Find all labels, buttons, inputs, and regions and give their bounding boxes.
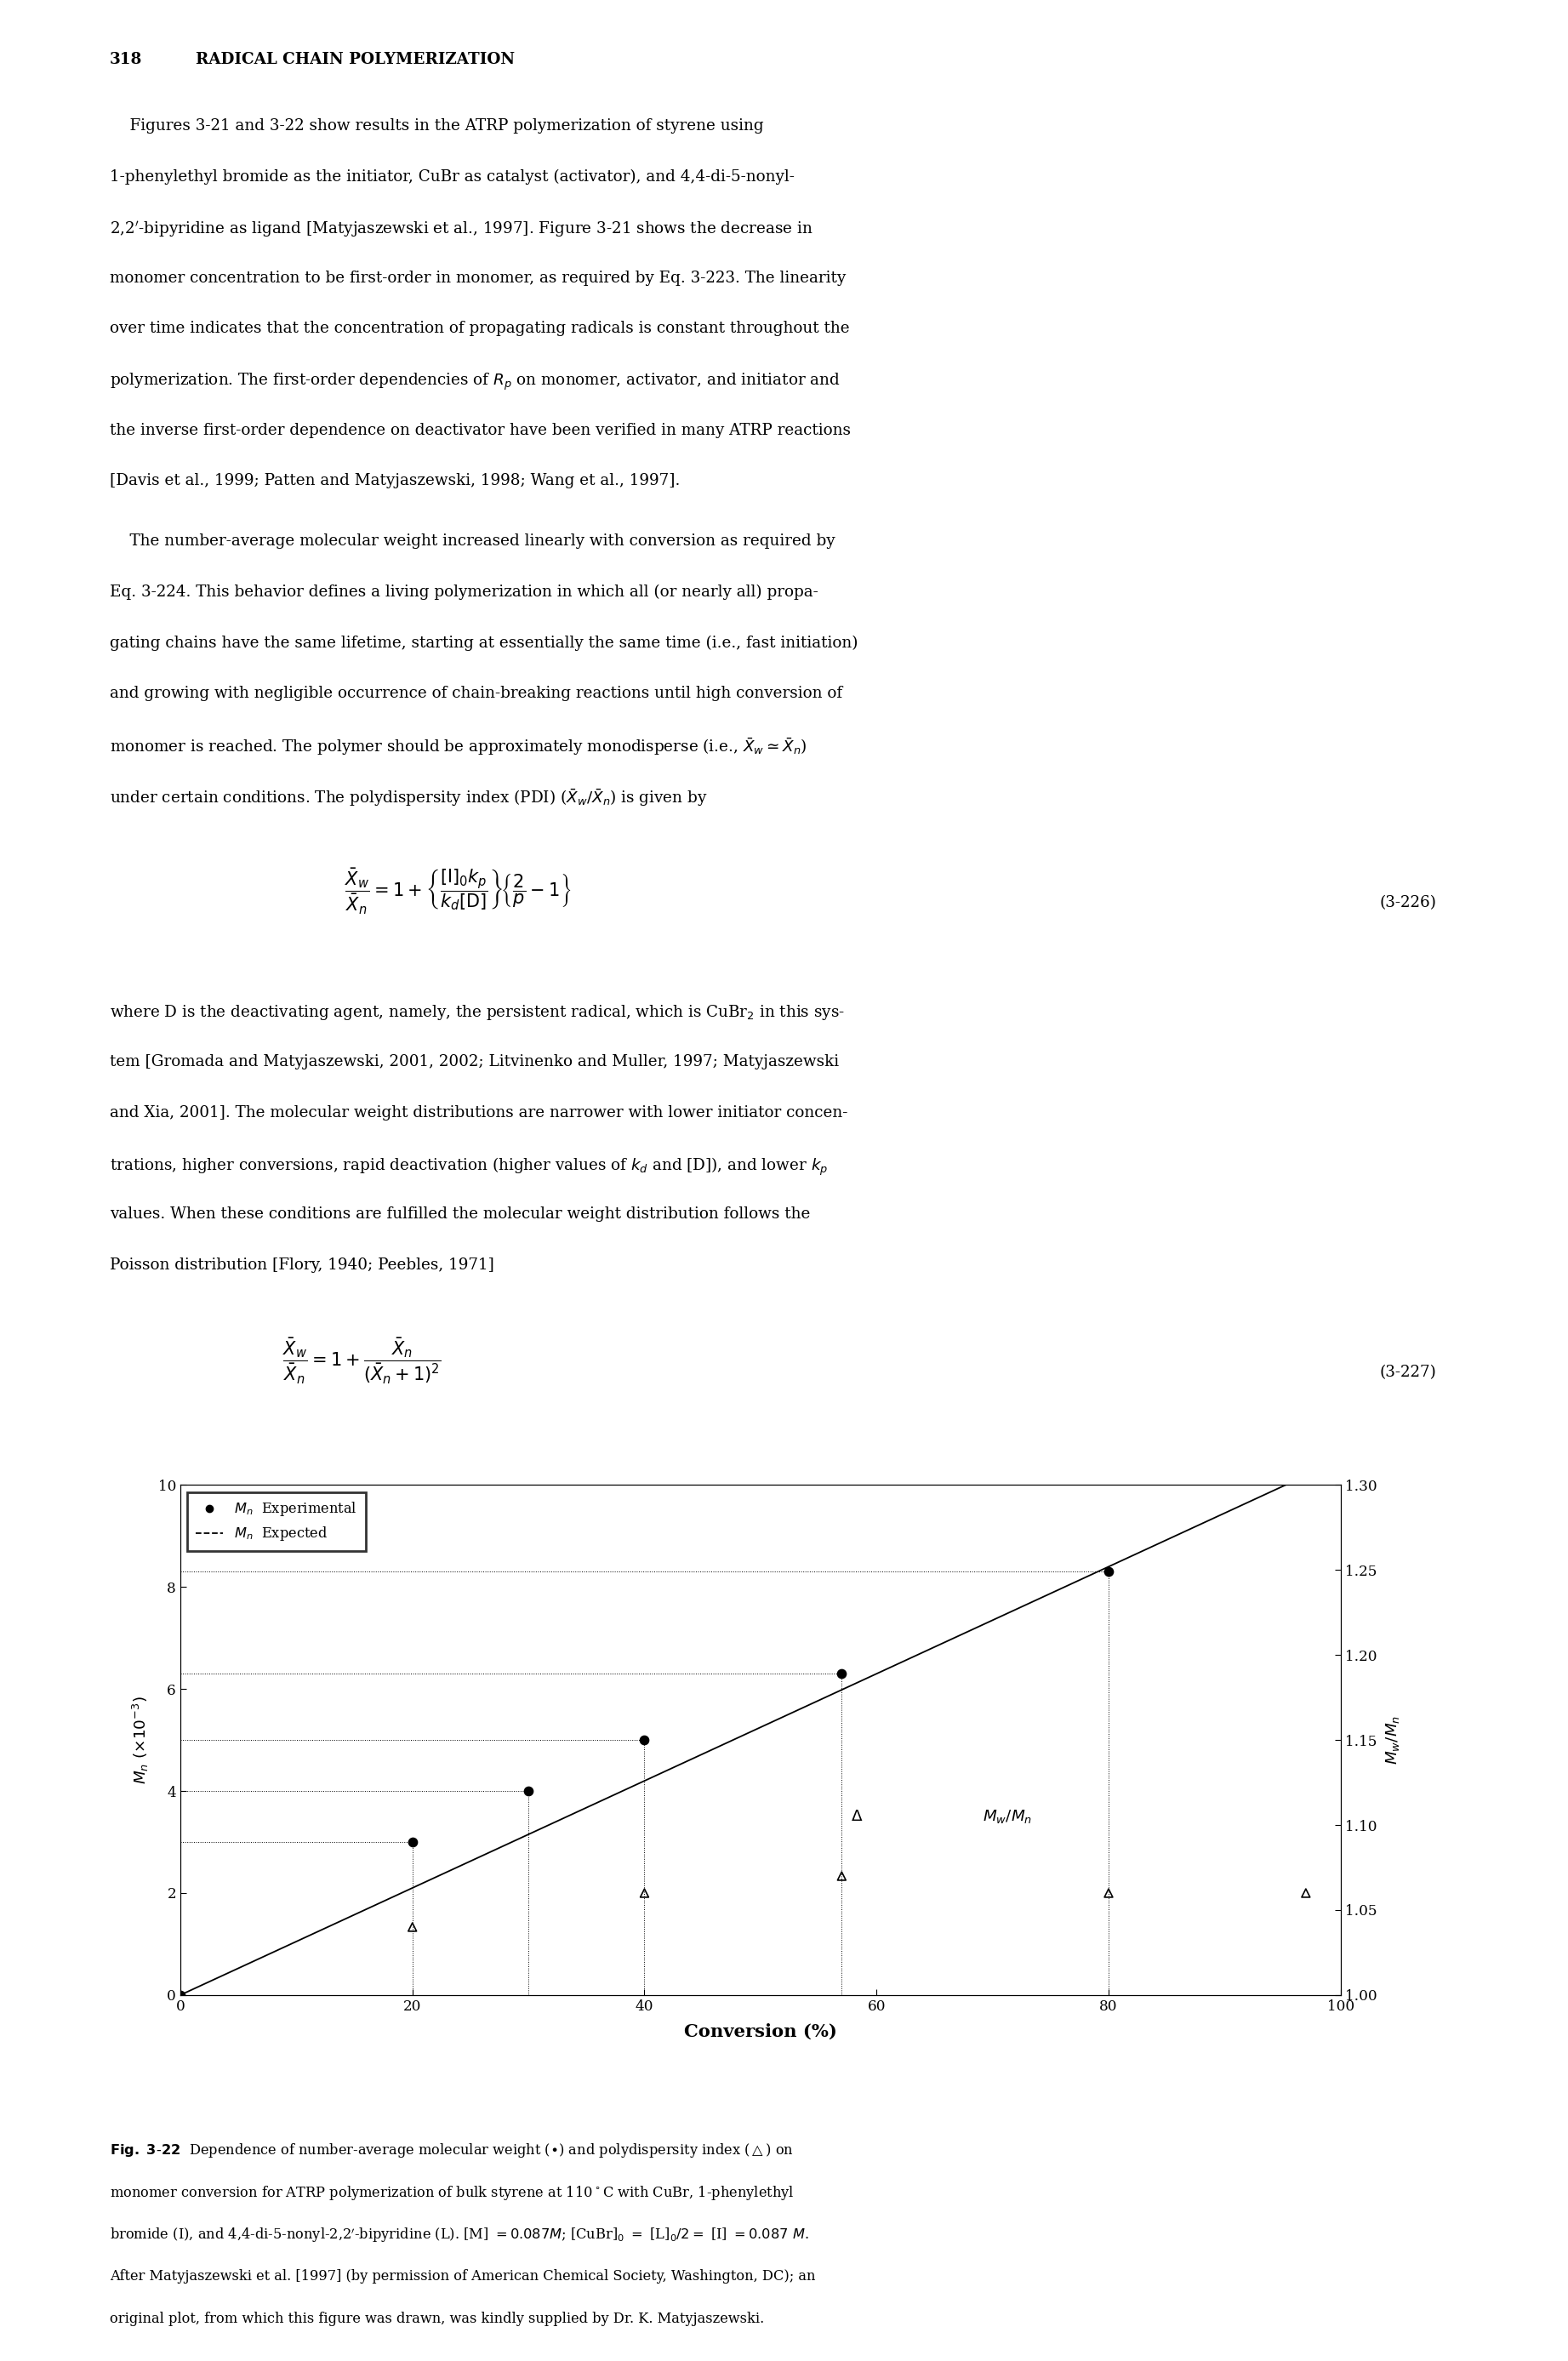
X-axis label: Conversion (%): Conversion (%) bbox=[684, 2023, 837, 2040]
Text: The number-average molecular weight increased linearly with conversion as requir: The number-average molecular weight incr… bbox=[110, 534, 836, 548]
Point bbox=[168, 1976, 193, 2014]
Text: trations, higher conversions, rapid deactivation (higher values of $k_d$ and [D]: trations, higher conversions, rapid deac… bbox=[110, 1155, 828, 1178]
Legend: $M_n$  Experimental, $M_n$  Expected: $M_n$ Experimental, $M_n$ Expected bbox=[187, 1492, 365, 1551]
Text: monomer conversion for ATRP polymerization of bulk styrene at 110$^\circ$C with : monomer conversion for ATRP polymerizati… bbox=[110, 2184, 795, 2203]
Text: 1-phenylethyl bromide as the initiator, CuBr as catalyst (activator), and 4,4-di: 1-phenylethyl bromide as the initiator, … bbox=[110, 170, 795, 184]
Point bbox=[829, 1858, 855, 1896]
Text: Poisson distribution [Flory, 1940; Peebles, 1971]: Poisson distribution [Flory, 1940; Peebl… bbox=[110, 1256, 494, 1273]
Text: and growing with negligible occurrence of chain-breaking reactions until high co: and growing with negligible occurrence o… bbox=[110, 685, 842, 701]
Text: Figures 3-21 and 3-22 show results in the ATRP polymerization of styrene using: Figures 3-21 and 3-22 show results in th… bbox=[110, 118, 764, 132]
Text: $\dfrac{\bar{X}_w}{\bar{X}_n} = 1 + \dfrac{\bar{X}_n}{(\bar{X}_n + 1)^2}$: $\dfrac{\bar{X}_w}{\bar{X}_n} = 1 + \dfr… bbox=[282, 1336, 441, 1386]
Text: [Davis et al., 1999; Patten and Matyjaszewski, 1998; Wang et al., 1997].: [Davis et al., 1999; Patten and Matyjasz… bbox=[110, 472, 681, 489]
Text: and Xia, 2001]. The molecular weight distributions are narrower with lower initi: and Xia, 2001]. The molecular weight dis… bbox=[110, 1105, 848, 1119]
Point bbox=[829, 1655, 855, 1693]
Text: polymerization. The first-order dependencies of $R_p$ on monomer, activator, and: polymerization. The first-order dependen… bbox=[110, 371, 840, 392]
Text: $\bf{Fig.\ 3\text{-}22}$  Dependence of number-average molecular weight ($\bulle: $\bf{Fig.\ 3\text{-}22}$ Dependence of n… bbox=[110, 2141, 793, 2160]
Y-axis label: $M_n\ (\times 10^{-3})$: $M_n\ (\times 10^{-3})$ bbox=[132, 1695, 151, 1785]
Point bbox=[400, 1908, 425, 1945]
Text: original plot, from which this figure was drawn, was kindly supplied by Dr. K. M: original plot, from which this figure wa… bbox=[110, 2311, 764, 2326]
Text: RADICAL CHAIN POLYMERIZATION: RADICAL CHAIN POLYMERIZATION bbox=[196, 52, 516, 66]
Text: After Matyjaszewski et al. [1997] (by permission of American Chemical Society, W: After Matyjaszewski et al. [1997] (by pe… bbox=[110, 2269, 815, 2283]
Text: bromide (I), and 4,4-di-5-nonyl-2,2$'$-bipyridine (L). [M] $= 0.087M$; [CuBr]$_0: bromide (I), and 4,4-di-5-nonyl-2,2$'$-b… bbox=[110, 2226, 809, 2245]
Point bbox=[632, 1875, 657, 1912]
Text: 2,2$'$-bipyridine as ligand [Matyjaszewski et al., 1997]. Figure 3-21 shows the : 2,2$'$-bipyridine as ligand [Matyjaszews… bbox=[110, 220, 814, 238]
Point bbox=[632, 1721, 657, 1759]
Text: values. When these conditions are fulfilled the molecular weight distribution fo: values. When these conditions are fulfil… bbox=[110, 1206, 811, 1221]
Text: the inverse first-order dependence on deactivator have been verified in many ATR: the inverse first-order dependence on de… bbox=[110, 423, 851, 437]
Point bbox=[1096, 1875, 1121, 1912]
Text: over time indicates that the concentration of propagating radicals is constant t: over time indicates that the concentrati… bbox=[110, 321, 850, 335]
Text: gating chains have the same lifetime, starting at essentially the same time (i.e: gating chains have the same lifetime, st… bbox=[110, 635, 858, 652]
Point bbox=[1294, 1875, 1319, 1912]
Text: (3-227): (3-227) bbox=[1380, 1365, 1436, 1379]
Y-axis label: $M_w/M_n$: $M_w/M_n$ bbox=[1385, 1716, 1400, 1764]
Text: under certain conditions. The polydispersity index (PDI) ($\bar{X}_w/\bar{X}_n$): under certain conditions. The polydisper… bbox=[110, 786, 707, 807]
Point bbox=[168, 1976, 193, 2014]
Text: where D is the deactivating agent, namely, the persistent radical, which is CuBr: where D is the deactivating agent, namel… bbox=[110, 1003, 845, 1022]
Text: Eq. 3-224. This behavior defines a living polymerization in which all (or nearly: Eq. 3-224. This behavior defines a livin… bbox=[110, 583, 818, 600]
Point bbox=[400, 1823, 425, 1860]
Text: (3-226): (3-226) bbox=[1380, 895, 1436, 909]
Point bbox=[1096, 1554, 1121, 1591]
Text: $\dfrac{\bar{X}_w}{\bar{X}_n} = 1 + \left\{\dfrac{[\mathrm{I}]_0 k_p}{k_d[\mathr: $\dfrac{\bar{X}_w}{\bar{X}_n} = 1 + \lef… bbox=[345, 866, 572, 916]
Text: tem [Gromada and Matyjaszewski, 2001, 2002; Litvinenko and Muller, 1997; Matyjas: tem [Gromada and Matyjaszewski, 2001, 20… bbox=[110, 1053, 839, 1070]
Text: monomer is reached. The polymer should be approximately monodisperse (i.e., $\ba: monomer is reached. The polymer should b… bbox=[110, 737, 808, 758]
Text: 318: 318 bbox=[110, 52, 143, 66]
Text: monomer concentration to be first-order in monomer, as required by Eq. 3-223. Th: monomer concentration to be first-order … bbox=[110, 269, 845, 286]
Point bbox=[516, 1773, 541, 1811]
